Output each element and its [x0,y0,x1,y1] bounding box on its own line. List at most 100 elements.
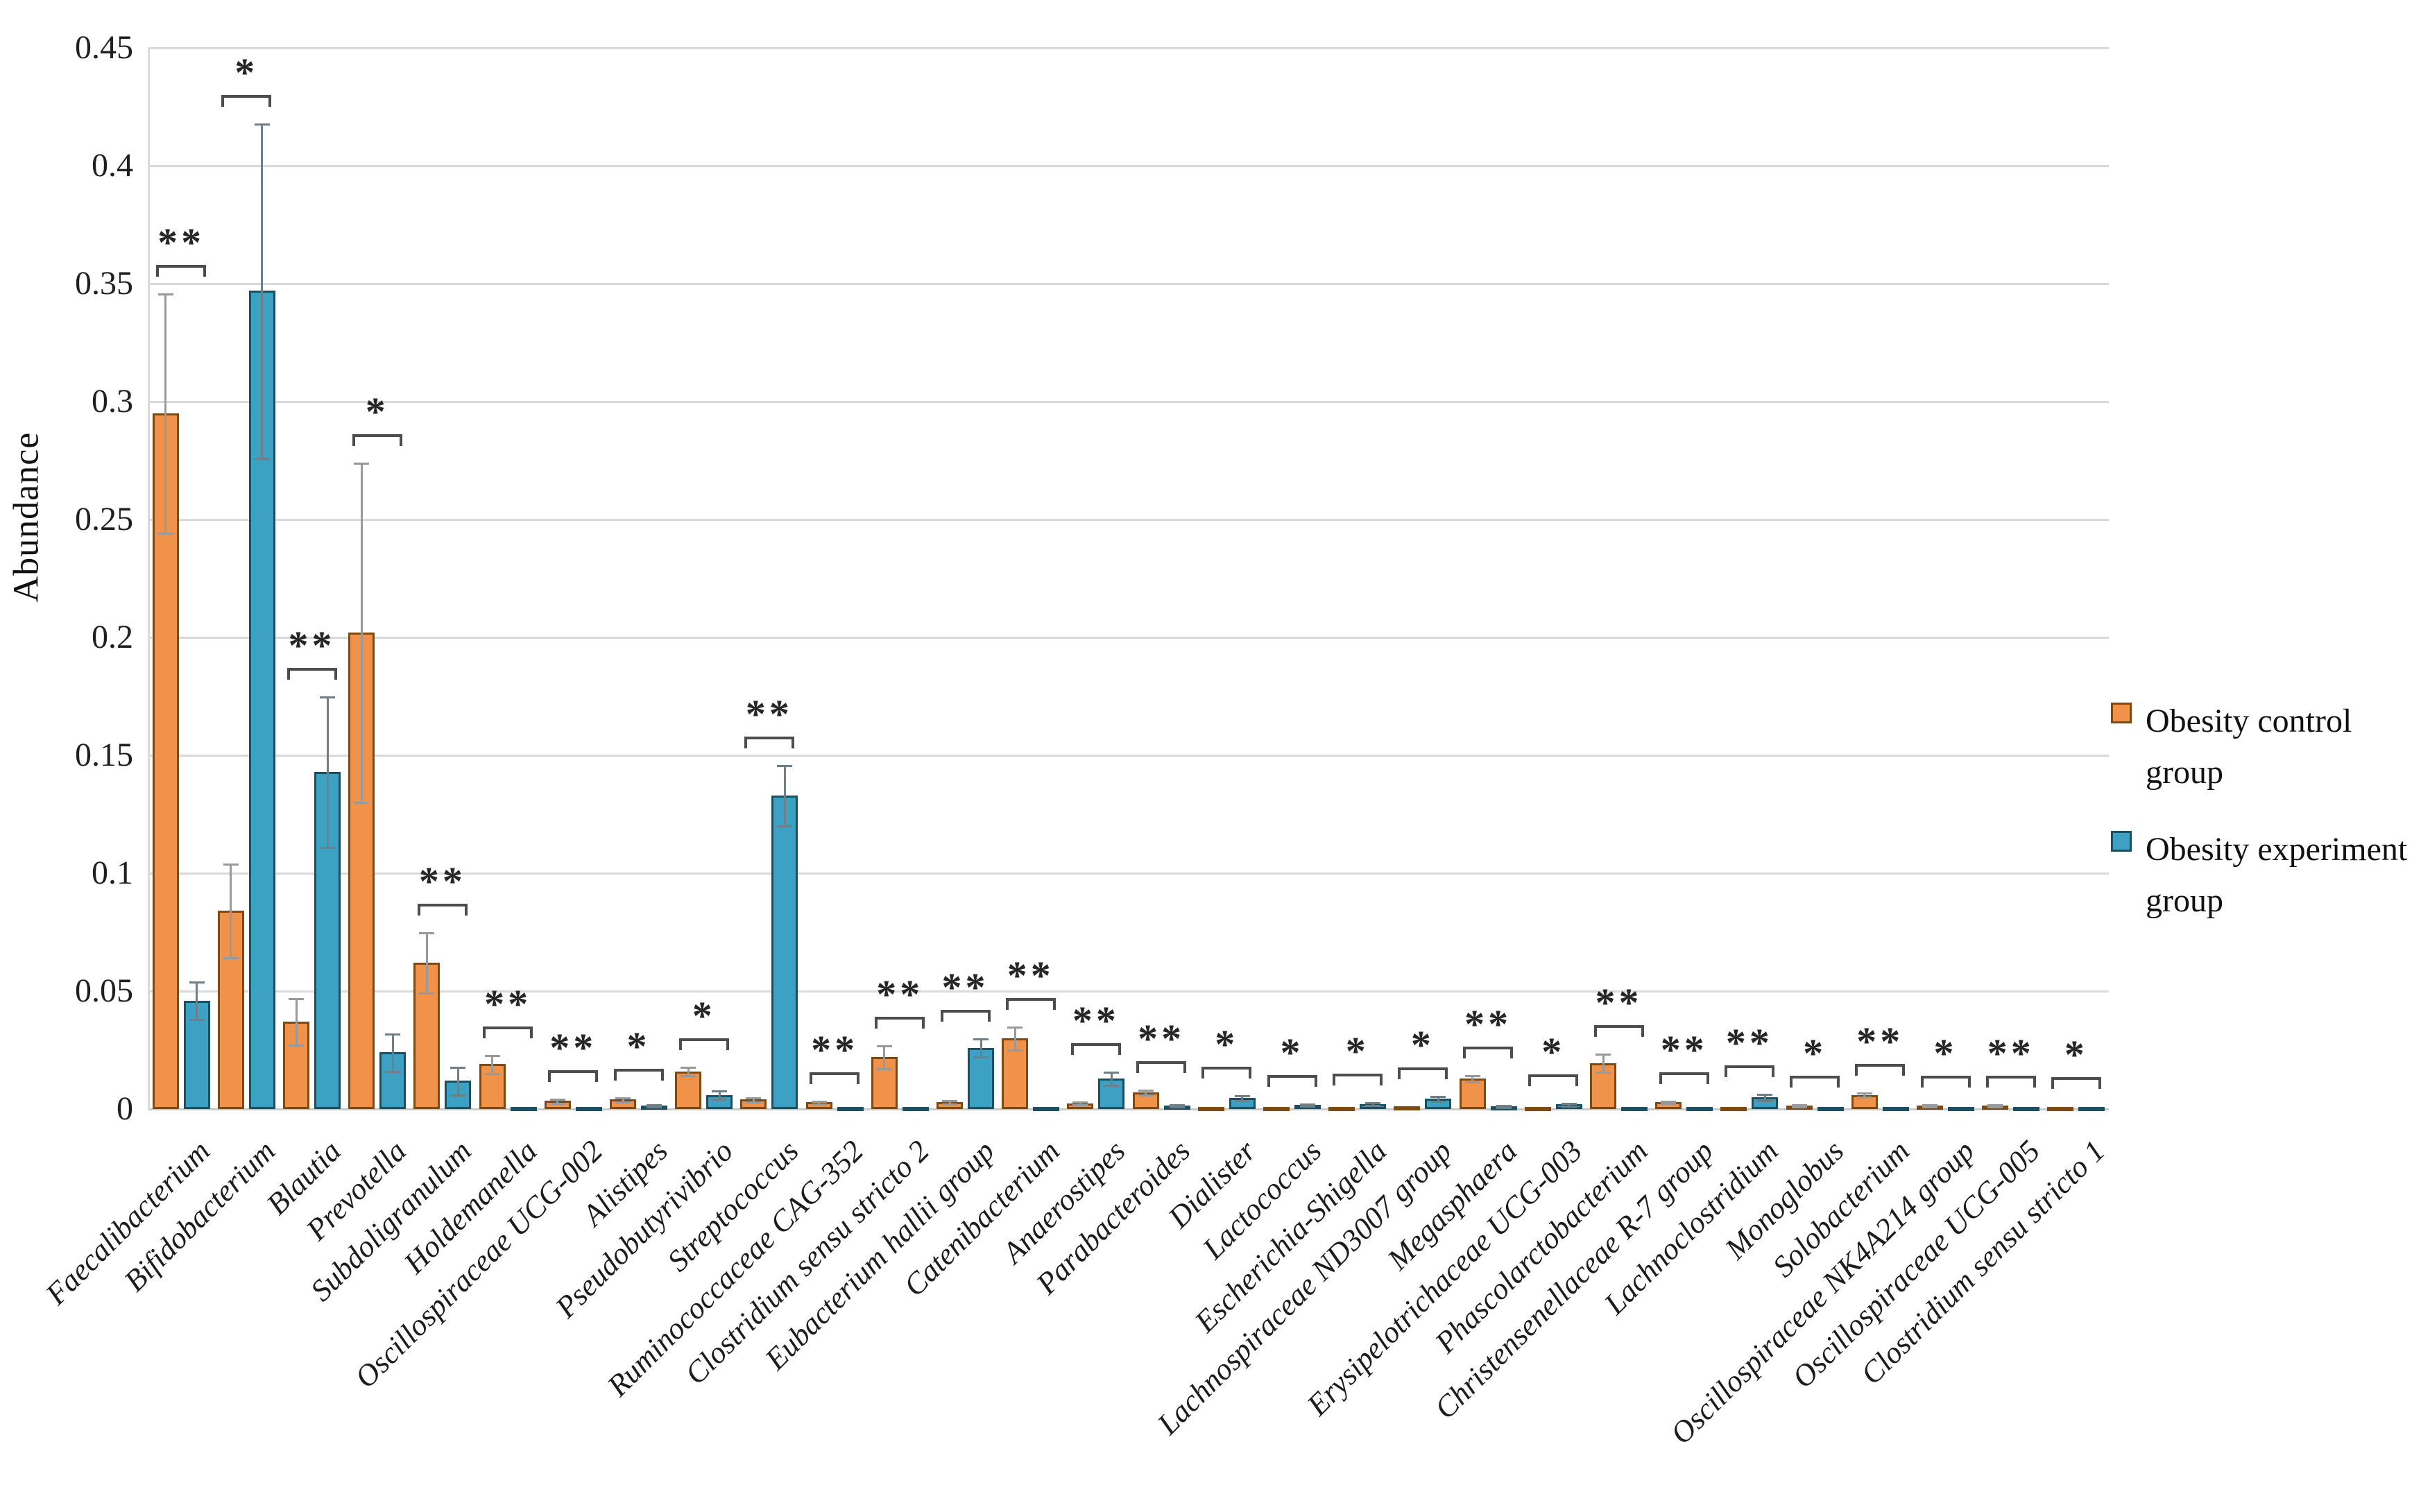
error-bar-cap [289,1045,304,1047]
gridline [148,637,2109,639]
error-bar [425,932,428,994]
error-bar [1437,1095,1439,1101]
error-bar-cap [1856,1097,1872,1099]
error-bar-cap [1922,1106,1937,1108]
significance-bracket [1855,1064,1906,1076]
legend-label-line: Obesity experiment [2146,831,2408,868]
legend-item-experiment-group: Obesity experiment group [2111,824,2420,927]
bar-control [675,1071,702,1109]
error-bar-cap [1169,1103,1185,1106]
error-bar-cap [876,1045,892,1048]
error-bar-cap [1496,1106,1512,1109]
error-bar-cap [681,1066,696,1069]
gridline [148,283,2109,285]
significance-bracket [1201,1066,1252,1079]
significance-stars: ** [1660,1026,1708,1072]
gridline [148,519,2109,521]
significance-stars: ** [1595,980,1643,1026]
significance-bracket [417,904,468,916]
error-bar-cap [1365,1102,1381,1105]
significance-stars: * [1541,1029,1566,1074]
legend-label-line: Obesity control [2146,703,2352,739]
y-tick-label: 0.45 [75,29,133,66]
bar-experiment [510,1106,537,1111]
significance-bracket [1463,1046,1514,1058]
y-tick-label: 0.15 [75,737,133,773]
error-bar-cap [1987,1106,2003,1108]
significance-stars: ** [1072,997,1120,1043]
error-bar-cap [777,764,793,767]
significance-stars: * [2064,1032,2088,1078]
error-bar [622,1097,624,1102]
legend: Obesity control group Obesity experiment… [2111,0,2421,1512]
significance-stars: ** [288,623,336,668]
error-bar [687,1066,690,1076]
error-bar-cap [1922,1104,1937,1107]
error-bar-cap [1464,1074,1480,1077]
error-bar-cap [1234,1099,1250,1102]
significance-stars: * [692,993,716,1038]
error-bar-cap [484,1073,500,1075]
error-bar-cap [942,1103,957,1106]
error-bar [556,1098,559,1103]
significance-stars: ** [1138,1016,1186,1062]
error-bar-cap [484,1054,500,1057]
error-bar [1602,1054,1605,1073]
error-bar-cap [189,981,205,984]
error-bar-cap [354,802,370,804]
bar-control [1524,1107,1551,1111]
bar-control [1197,1106,1224,1111]
significance-bracket [1070,1042,1121,1055]
significance-bracket [875,1017,925,1029]
significance-bracket [1397,1067,1448,1079]
significance-stars: * [1803,1031,1827,1076]
experiment-series-swatch [2111,831,2132,852]
significance-bracket [1528,1074,1579,1086]
error-bar [883,1045,886,1069]
gridline [148,990,2109,993]
y-tick-label: 0.05 [75,972,133,1009]
error-bar-cap [254,457,270,460]
significance-bracket [156,264,207,277]
error-bar-cap [1300,1105,1315,1108]
error-bar-cap [681,1075,696,1078]
error-bar-cap [746,1101,762,1103]
error-bar-cap [254,123,270,126]
bar-experiment [1686,1107,1713,1111]
error-bar-cap [1430,1100,1446,1103]
significance-stars: * [365,389,389,435]
error-bar-cap [320,846,335,849]
error-bar-cap [1104,1071,1120,1074]
error-bar-cap [450,1094,466,1097]
error-bar-cap [1757,1100,1773,1103]
error-bar-cap [223,957,239,960]
legend-label-line: group [2146,754,2223,791]
error-bar-cap [1072,1101,1088,1103]
gridline [148,755,2109,757]
y-tick-label: 0.4 [92,147,133,184]
significance-stars: * [234,49,259,95]
significance-stars: ** [941,965,989,1010]
significance-stars: ** [157,219,205,265]
error-bar [261,123,264,458]
error-bar [1110,1071,1113,1085]
error-bar-cap [811,1100,827,1103]
significance-bracket [810,1072,860,1084]
significance-bracket [1267,1074,1317,1087]
bar-experiment [1817,1107,1844,1111]
bar-experiment [575,1106,602,1111]
error-bar-cap [419,993,435,995]
error-bar-cap [746,1097,762,1099]
error-bar-cap [1104,1085,1120,1087]
bar-experiment [837,1107,864,1111]
error-bar-cap [1757,1093,1773,1096]
error-bar-cap [1791,1104,1807,1107]
error-bar-cap [1464,1081,1480,1083]
error-bar-cap [647,1106,662,1108]
error-bar-cap [1365,1104,1381,1107]
significance-stars: * [1410,1022,1435,1067]
bar-experiment [1033,1106,1060,1111]
error-bar-cap [223,864,239,866]
error-bar-cap [1007,1026,1023,1029]
error-bar-cap [1169,1106,1185,1108]
